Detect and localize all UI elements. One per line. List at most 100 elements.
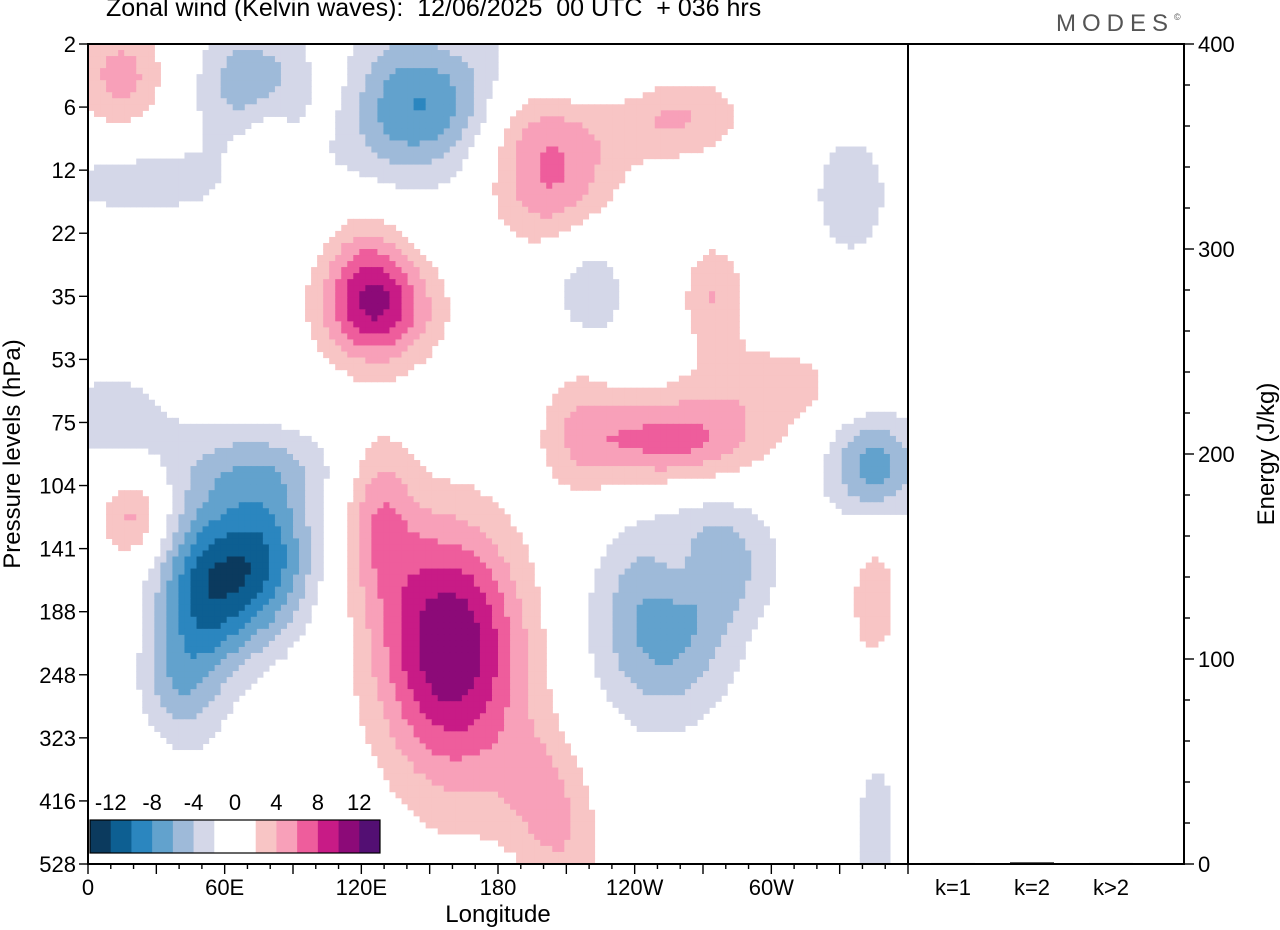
field-cell: [612, 116, 620, 123]
field-cell: [588, 146, 596, 154]
field-cell: [703, 472, 710, 479]
field-cell: [570, 116, 577, 123]
field-cell: [262, 532, 270, 540]
field-cell: [425, 86, 433, 93]
field-cell: [666, 526, 674, 533]
field-cell: [431, 478, 439, 485]
field-cell: [715, 291, 722, 298]
field-cell: [359, 98, 366, 105]
field-cell: [202, 508, 210, 515]
field-cell: [148, 68, 155, 75]
field-cell: [847, 484, 855, 491]
field-cell: [220, 466, 228, 473]
field-cell: [244, 496, 252, 503]
field-cell: [871, 556, 879, 564]
field-cell: [588, 267, 596, 274]
field-cell: [612, 544, 620, 552]
field-cell: [491, 520, 499, 527]
field-cell: [100, 176, 107, 184]
field-cell: [600, 128, 608, 136]
field-cell: [280, 508, 288, 515]
field-cell: [130, 441, 137, 449]
field-cell: [88, 417, 95, 425]
field-cell: [305, 74, 312, 81]
field-cell: [383, 363, 391, 371]
field-cell: [118, 538, 125, 546]
field-cell: [413, 478, 421, 485]
field-cell: [88, 393, 95, 401]
field-cell: [684, 134, 692, 142]
field-cell: [196, 98, 204, 105]
field-cell: [202, 182, 210, 190]
field-cell: [805, 399, 813, 407]
field-cell: [395, 550, 403, 558]
field-cell: [94, 68, 101, 75]
field-cell: [226, 110, 234, 117]
field-cell: [618, 472, 626, 479]
field-cell: [274, 98, 282, 105]
field-cell: [389, 441, 397, 449]
field-cell: [244, 544, 252, 552]
field-cell: [256, 441, 264, 449]
field-cell: [359, 556, 366, 564]
field-cell: [733, 327, 740, 335]
field-cell: [696, 273, 704, 280]
field-cell: [715, 399, 722, 407]
field-cell: [347, 321, 354, 328]
field-cell: [377, 333, 385, 341]
field-cell: [365, 357, 372, 365]
field-cell: [443, 502, 451, 509]
field-cell: [853, 478, 861, 485]
field-cell: [166, 556, 174, 564]
field-cell: [684, 466, 692, 473]
field-cell: [112, 538, 119, 546]
field-cell: [552, 140, 559, 148]
field-cell: [889, 460, 897, 467]
field-cell: [335, 134, 342, 142]
field-cell: [546, 140, 553, 148]
field-cell: [709, 411, 716, 419]
field-cell: [787, 399, 795, 407]
field-cell: [413, 164, 421, 172]
field-cell: [690, 417, 698, 425]
field-cell: [648, 399, 656, 407]
field-cell: [395, 176, 403, 184]
field-cell: [522, 110, 529, 117]
field-cell: [859, 441, 867, 449]
field-cell: [299, 562, 306, 570]
field-cell: [853, 146, 861, 154]
field-cell: [148, 86, 155, 93]
field-cell: [455, 164, 463, 172]
field-cell: [365, 369, 372, 377]
field-cell: [419, 478, 427, 485]
field-cell: [558, 140, 565, 148]
field-cell: [491, 188, 499, 196]
field-cell: [124, 387, 131, 395]
field-cell: [479, 80, 487, 87]
field-cell: [835, 164, 843, 172]
field-cell: [100, 405, 107, 413]
field-cell: [582, 315, 590, 322]
field-cell: [389, 333, 397, 341]
field-cell: [558, 441, 565, 449]
field-cell: [642, 466, 650, 473]
field-cell: [522, 230, 529, 238]
field-cell: [317, 490, 324, 497]
field-cell: [112, 182, 119, 190]
field-cell: [727, 399, 734, 407]
field-cell: [847, 429, 855, 437]
field-cell: [582, 393, 590, 401]
field-cell: [214, 544, 222, 552]
field-cell: [721, 333, 728, 341]
field-cell: [311, 508, 318, 515]
field-cell: [576, 466, 584, 473]
field-cell: [250, 490, 258, 497]
field-cell: [94, 194, 101, 202]
field-cell: [678, 538, 686, 546]
field-cell: [715, 303, 722, 310]
field-cell: [112, 200, 119, 208]
field-cell: [353, 375, 360, 383]
field-cell: [100, 441, 107, 449]
field-cell: [124, 62, 131, 69]
field-cell: [208, 550, 216, 558]
